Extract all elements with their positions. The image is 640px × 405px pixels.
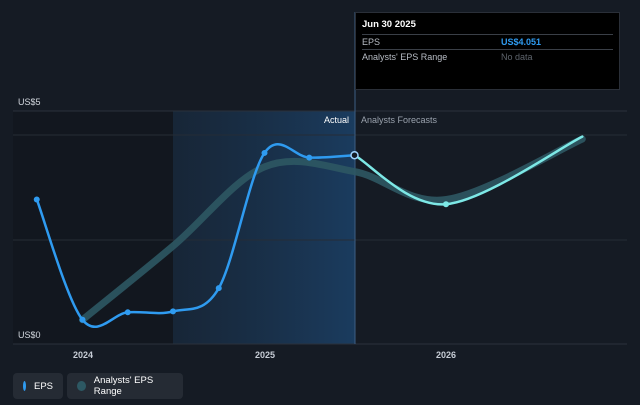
past-region — [13, 111, 173, 344]
x-tick-2026: 2026 — [436, 350, 456, 360]
actual-region — [173, 111, 355, 344]
tooltip-row-range: Analysts' EPS Range No data — [362, 49, 613, 64]
section-label-actual: Actual — [324, 115, 349, 125]
tooltip-value: US$4.051 — [501, 37, 542, 47]
legend-analysts-range[interactable]: Analysts' EPS Range — [67, 373, 183, 399]
section-label-forecast: Analysts Forecasts — [361, 115, 438, 125]
y-label-bottom: US$0 — [18, 330, 41, 340]
legend-range-label: Analysts' EPS Range — [93, 375, 154, 397]
tooltip-label: EPS — [362, 37, 381, 47]
tooltip-date: Jun 30 2025 — [362, 19, 416, 30]
eps-points — [33, 149, 450, 323]
eps-point[interactable] — [79, 316, 86, 323]
y-label-top: US$5 — [18, 97, 41, 107]
eps-dot-icon — [23, 381, 26, 391]
analysts-range-line — [79, 135, 586, 324]
eps-point[interactable] — [261, 149, 268, 156]
tooltip-label: Analysts' EPS Range — [362, 52, 448, 62]
analysts-range-band — [79, 135, 586, 324]
tooltip-row-eps: EPS US$4.051 — [362, 34, 613, 49]
legend-eps-label: EPS — [33, 380, 53, 392]
eps-point[interactable] — [33, 196, 40, 203]
tooltip-value: No data — [501, 52, 533, 62]
x-tick-2024: 2024 — [73, 350, 93, 360]
eps-point[interactable] — [124, 309, 131, 316]
legend-eps[interactable]: EPS — [13, 373, 63, 399]
eps-point[interactable] — [170, 308, 177, 315]
forecast-point[interactable] — [443, 201, 450, 208]
range-dot-icon — [77, 381, 86, 391]
x-tick-2025: 2025 — [255, 350, 275, 360]
eps-point-selected[interactable] — [350, 150, 359, 160]
tooltip: Jun 30 2025 EPS US$4.051 Analysts' EPS R… — [355, 12, 620, 90]
eps-point[interactable] — [215, 285, 222, 292]
eps-point[interactable] — [306, 154, 313, 161]
